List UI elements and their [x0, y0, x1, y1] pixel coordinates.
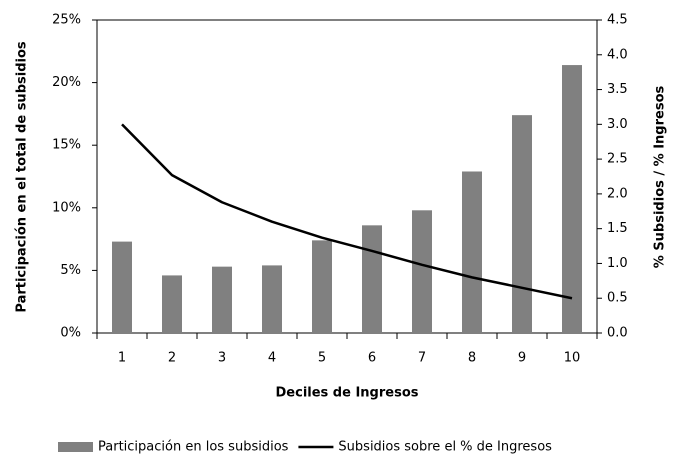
x-tick-label: 5 [318, 351, 326, 366]
bar [162, 275, 182, 333]
x-tick-label: 9 [518, 351, 526, 366]
y-tick-label: 0% [60, 326, 81, 341]
bar [562, 65, 582, 334]
y2-tick-label: 1.0 [607, 256, 628, 271]
line [121, 123, 573, 300]
y-tick-label: 15% [52, 138, 81, 153]
x-tick-label: 3 [218, 351, 226, 366]
y2-tick-label: 0.0 [607, 326, 628, 341]
x-tick-label: 10 [564, 351, 581, 366]
x-tick-label: 1 [118, 351, 126, 366]
bar [362, 225, 382, 333]
bar [412, 210, 432, 333]
bar [512, 115, 532, 333]
x-tick-label: 8 [468, 351, 476, 366]
bar [262, 265, 282, 333]
y2-tick-label: 3.0 [607, 117, 628, 132]
bar [112, 241, 132, 333]
y-tick-label: 10% [52, 200, 81, 215]
y-tick-label: 5% [60, 263, 81, 278]
y-axis-title: Participación en el total de subsidios [15, 41, 30, 312]
bar [462, 171, 482, 333]
y-tick-label: 25% [52, 13, 81, 28]
y2-tick-label: 3.5 [607, 82, 628, 97]
legend-label: Participación en los subsidios [98, 440, 289, 455]
bar [212, 266, 232, 333]
x-axis-title: Deciles de Ingresos [276, 386, 419, 401]
bar [312, 240, 332, 333]
y2-tick-label: 0.5 [607, 291, 628, 306]
x-tick-label: 4 [268, 351, 276, 366]
y2-tick-label: 2.0 [607, 186, 628, 201]
y2-tick-label: 1.5 [607, 221, 628, 236]
legend-swatch [58, 442, 93, 452]
y2-tick-label: 4.5 [607, 13, 628, 28]
x-tick-label: 7 [418, 351, 426, 366]
y2-axis-title: % Subsidios / % Ingresos [653, 85, 668, 268]
x-tick-label: 6 [368, 351, 376, 366]
x-tick-label: 2 [168, 351, 176, 366]
y2-tick-label: 2.5 [607, 152, 628, 167]
y-tick-label: 20% [52, 75, 81, 90]
y2-tick-label: 4.0 [607, 47, 628, 62]
legend-label: Subsidios sobre el % de Ingresos [338, 440, 552, 455]
